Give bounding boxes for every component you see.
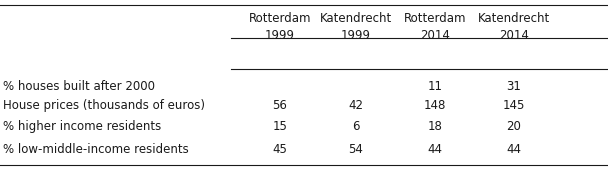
Text: % houses built after 2000: % houses built after 2000 (3, 79, 155, 93)
Text: Rotterdam
1999: Rotterdam 1999 (249, 12, 311, 42)
Text: % low-middle-income residents: % low-middle-income residents (3, 143, 189, 156)
Text: 15: 15 (272, 120, 287, 133)
Text: 20: 20 (506, 120, 521, 133)
Text: 148: 148 (424, 99, 446, 112)
Text: 145: 145 (503, 99, 525, 112)
Text: 6: 6 (352, 120, 359, 133)
Text: Rotterdam
2014: Rotterdam 2014 (404, 12, 466, 42)
Text: 56: 56 (272, 99, 287, 112)
Text: 42: 42 (348, 99, 363, 112)
Text: 18: 18 (427, 120, 442, 133)
Text: 44: 44 (506, 143, 521, 156)
Text: 54: 54 (348, 143, 363, 156)
Text: Katendrecht
2014: Katendrecht 2014 (478, 12, 550, 42)
Text: 45: 45 (272, 143, 287, 156)
Text: % higher income residents: % higher income residents (3, 120, 161, 133)
Text: 44: 44 (427, 143, 442, 156)
Text: Katendrecht
1999: Katendrecht 1999 (320, 12, 392, 42)
Text: 31: 31 (506, 79, 521, 93)
Text: House prices (thousands of euros): House prices (thousands of euros) (3, 99, 205, 112)
Text: 11: 11 (427, 79, 442, 93)
